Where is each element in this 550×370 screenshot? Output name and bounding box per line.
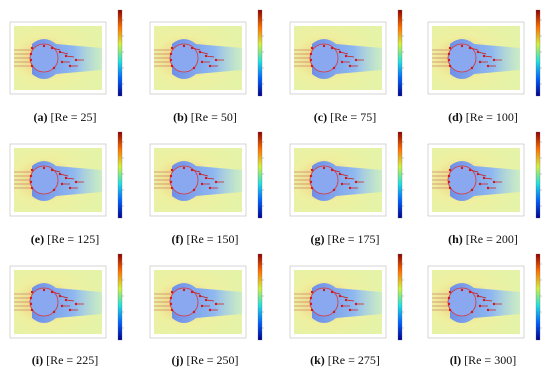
panel-label: (g)	[310, 232, 325, 246]
panel-caption: (a) [Re = 25]	[0, 110, 130, 125]
simulation-image	[149, 253, 265, 341]
panel-caption-text: [Re = 200]	[465, 232, 518, 246]
panel-caption: (g) [Re = 175]	[280, 232, 410, 247]
panel-caption: (e) [Re = 125]	[0, 232, 130, 247]
panel-label: (a)	[33, 110, 48, 124]
panel-caption: (i) [Re = 225]	[0, 353, 130, 368]
panel-label: (c)	[313, 110, 328, 124]
panel-label: (k)	[310, 353, 325, 367]
panel-label: (d)	[448, 110, 463, 124]
panel-label: (b)	[173, 110, 188, 124]
panel-caption-text: [Re = 225]	[46, 353, 99, 367]
panel-label: (h)	[448, 232, 463, 246]
simulation-image	[9, 253, 125, 341]
panel-caption-text: [Re = 125]	[47, 232, 100, 246]
simulation-image	[427, 131, 543, 219]
panel-caption-text: [Re = 75]	[330, 110, 377, 124]
panel-label: (i)	[31, 353, 44, 367]
panel-caption: (l) [Re = 300]	[418, 353, 548, 368]
simulation-image	[427, 9, 543, 97]
panel-caption-text: [Re = 300]	[464, 353, 517, 367]
panel-caption-text: [Re = 25]	[50, 110, 97, 124]
panel-caption-text: [Re = 175]	[327, 232, 380, 246]
panel-caption: (d) [Re = 100]	[418, 110, 548, 125]
simulation-image	[149, 9, 265, 97]
panel-caption: (h) [Re = 200]	[418, 232, 548, 247]
simulation-image	[289, 253, 405, 341]
simulation-image	[289, 9, 405, 97]
panel-caption-text: [Re = 250]	[186, 353, 239, 367]
panel-caption: (k) [Re = 275]	[280, 353, 410, 368]
panel-caption: (j) [Re = 250]	[140, 353, 270, 368]
simulation-image	[289, 131, 405, 219]
simulation-image	[9, 131, 125, 219]
panel-caption: (f) [Re = 150]	[140, 232, 270, 247]
panel-label: (j)	[171, 353, 184, 367]
panel-caption-text: [Re = 150]	[186, 232, 239, 246]
panel-caption-text: [Re = 100]	[465, 110, 518, 124]
panel-caption-text: [Re = 275]	[327, 353, 380, 367]
simulation-image	[149, 131, 265, 219]
panel-caption-text: [Re = 50]	[190, 110, 237, 124]
panel-label: (l)	[449, 353, 462, 367]
panel-caption: (c) [Re = 75]	[280, 110, 410, 125]
simulation-image	[9, 9, 125, 97]
simulation-image	[427, 253, 543, 341]
panel-caption: (b) [Re = 50]	[140, 110, 270, 125]
panel-label: (e)	[30, 232, 45, 246]
panel-label: (f)	[171, 232, 184, 246]
